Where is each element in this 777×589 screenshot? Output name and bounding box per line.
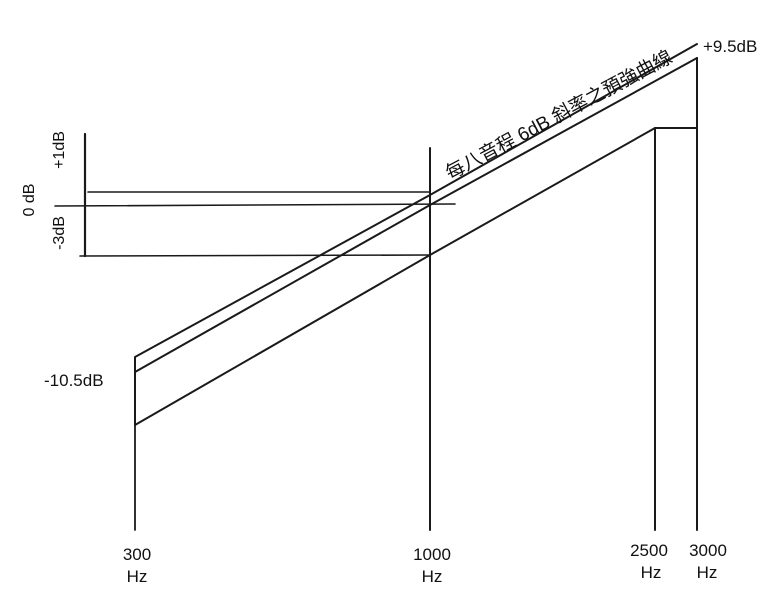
freq-2500-value-label: 2500 <box>630 541 668 560</box>
lower-tolerance-line <box>134 57 698 426</box>
freq-1000-unit-label: Hz <box>422 567 443 586</box>
high-level-label: +9.5dB <box>703 37 757 56</box>
freq-300-value-label: 300 <box>123 545 151 564</box>
zero-db-label: 0 dB <box>21 184 38 217</box>
freq-1000-value-label: 1000 <box>413 545 451 564</box>
freq-2500-unit-label: Hz <box>641 563 662 582</box>
upper-tolerance-line <box>134 43 698 426</box>
plus-one-db-label: +1dB <box>51 131 68 169</box>
nominal-curve-line <box>134 57 698 373</box>
low-level-label: -10.5dB <box>44 371 104 390</box>
curve-caption: 每八音程 6dB 斜率之預強曲線 <box>442 46 676 184</box>
minus-three-db-reference-line <box>79 254 431 257</box>
zero-db-reference-line <box>54 203 456 207</box>
freq-3000-value-label: 3000 <box>689 541 727 560</box>
freq-3000-unit-label: Hz <box>697 563 718 582</box>
freq-300-unit-label: Hz <box>127 567 148 586</box>
minus-three-db-label: -3dB <box>51 216 68 250</box>
